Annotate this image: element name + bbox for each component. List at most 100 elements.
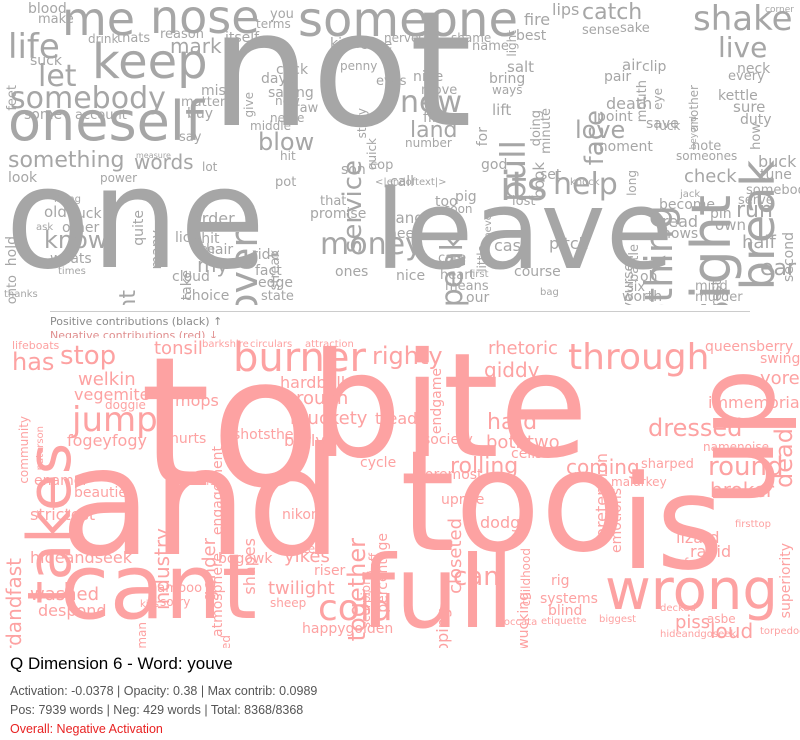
cloud-word: pretension [592,453,611,539]
cloud-word: bite [310,338,589,491]
cloud-word: kiss [140,599,159,610]
activation-stats: Activation: -0.0378 | Opacity: 0.38 | Ma… [10,684,318,698]
cloud-word: muckety [290,408,368,429]
cloud-word: lift [492,101,512,119]
cloud-word: mind [695,279,728,294]
cloud-word: through [568,338,710,378]
cloud-word: flapping [433,608,452,648]
section-divider [50,311,750,312]
cloud-word: our [466,290,490,305]
cloud-word: mark [170,34,222,58]
cloud-word: hardball [280,373,346,392]
cloud-word: <|endoftext|> [375,177,447,188]
cloud-word: account [75,108,127,123]
cloud-word: help [553,167,618,202]
cloud-word: say [179,130,202,145]
cloud-word: corner [765,5,794,15]
cloud-word: piss [675,612,711,633]
cloud-word: name [472,39,509,54]
cloud-word: circulars [250,339,293,350]
cloud-word: matter [181,95,226,110]
cloud-word: sake [620,21,650,36]
cloud-word: long [625,170,639,196]
cloud-word: give [242,92,256,118]
cloud-word: duty [740,112,772,128]
cloud-word: son [341,162,366,178]
cloud-word: malarkey [611,475,667,489]
cloud-word: worth [622,289,663,305]
cloud-word: paterson [35,426,46,471]
cloud-word: neck [737,61,771,77]
cloud-word: words [134,150,194,174]
cloud-word: life [8,27,60,67]
cloud-word: thats [117,31,151,46]
cloud-word: can [453,562,500,592]
cloud-word: leave [375,166,674,294]
cloud-word: barkshire [202,339,249,350]
cloud-word: kettle [718,88,758,104]
cloud-word: cloud [172,269,210,285]
cloud-word: riser [314,563,346,579]
cloud-word: make [38,12,74,27]
cloud-word: hardandfast [2,558,26,648]
cloud-word: half [742,232,776,253]
cloud-word: check [684,166,737,187]
cloud-word: hideandseek [30,548,132,567]
cloud-word: sense [582,23,620,38]
cloud-word: miss [201,83,234,99]
cloud-word: cold [318,588,393,629]
cloud-word: little [475,245,489,272]
cloud-word: measure [136,151,171,160]
cloud-word: burly [284,431,325,450]
cloud-word: nerve [270,111,305,125]
cloud-word: mops [175,391,219,410]
cloud-word: night [116,290,141,305]
cloud-word: become [659,197,716,213]
cloud-word: asbe [707,612,736,626]
cloud-word: eye [651,88,665,110]
cloud-word: rough [296,388,349,409]
cloud-word: nikon [282,507,320,523]
cloud-word: some [24,107,63,123]
cloud-word: me [62,0,136,46]
cloud-word: biggest [599,614,637,625]
cloud-word: and [60,416,343,590]
cloud-word: etiquette [541,616,587,627]
cloud-word: buck [758,152,797,171]
cloud-word: endangered [219,635,233,648]
cloud-word: attraction [305,339,354,350]
cloud-word: full [360,534,515,648]
cloud-word: shit [194,231,220,247]
cloud-word: air [622,56,642,74]
cloud-word: foremost [420,467,483,483]
cloud-word: live [718,31,768,64]
cloud-word: closeted [445,518,466,594]
cloud-word: hows [662,226,699,242]
cloud-word: six [627,280,646,295]
cloud-word: god [481,157,508,173]
cloud-word: tonite [280,542,316,556]
cloud-word: shake [693,0,793,39]
cloud-word: immemorial [708,393,800,412]
cloud-word: superiority [778,543,794,619]
cloud-word: righty [372,342,443,370]
cloud-word: lifeboats [12,339,60,352]
cloud-word: state [261,289,294,304]
cloud-word: many [149,230,165,270]
cloud-word: pikestaff [367,553,381,605]
cloud-word: look [8,170,38,186]
cloud-word: living [54,194,81,205]
cloud-word: serve [738,193,774,208]
cloud-word: nose [150,0,260,44]
cloud-word: systems [540,591,598,607]
cloud-word: tonsil [154,338,203,359]
cloud-word: move [421,83,458,98]
cloud-word: rest [709,280,725,305]
cloud-word: cop [370,158,394,173]
cloud-word: how [749,123,764,150]
cloud-word: bring [489,71,526,87]
cloud-word: now [275,94,300,108]
cloud-word: cock [276,62,309,78]
cloud-word: shame [451,31,492,45]
cloud-word: nerves [384,31,425,45]
